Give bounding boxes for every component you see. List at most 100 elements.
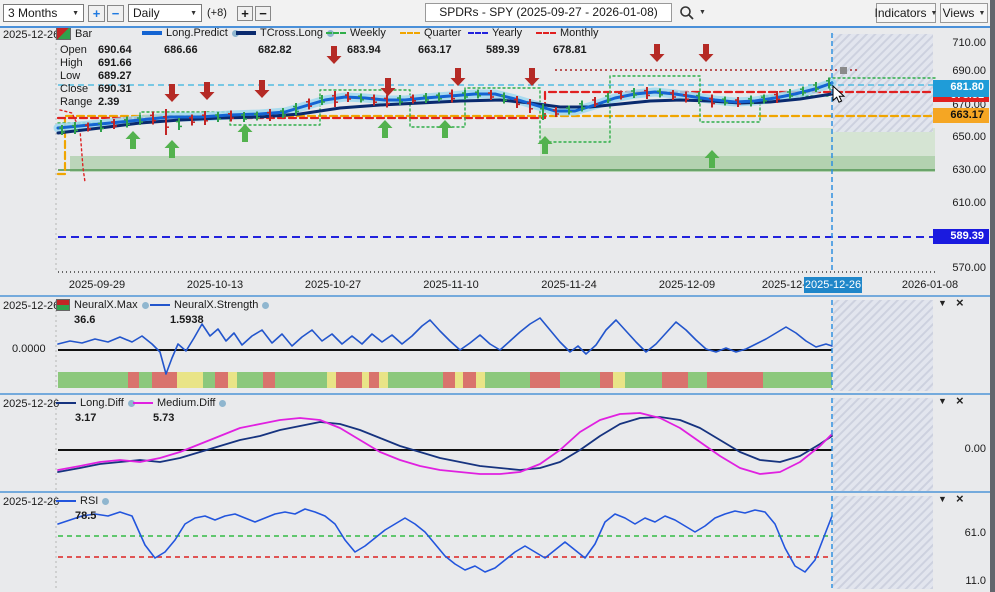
period-select-value: Daily: [133, 6, 160, 20]
x-axis-label: 2025-12-09: [658, 279, 716, 291]
legend-item-long-predict: Long.Predict: [142, 27, 239, 39]
y-axis-label: 690.00: [952, 65, 986, 77]
neuralx-strength-swatch-icon: [150, 304, 170, 306]
right-edge-scrollbar[interactable]: [990, 0, 995, 592]
chevron-down-icon: ▼: [72, 9, 79, 17]
panel2-close-button[interactable]: ×: [956, 295, 964, 310]
panel3-date-label: 2025-12-26: [3, 398, 60, 410]
rsi-swatch-icon: [56, 500, 76, 502]
legend-label: Monthly: [560, 27, 599, 39]
legend-item-monthly: Monthly: [536, 27, 599, 39]
legend-label: TCross.Long: [260, 27, 323, 39]
indicators-button-label: Indicators: [874, 6, 927, 20]
views-button[interactable]: Views ▼: [940, 3, 988, 23]
rsi-upper-label: 61.0: [964, 527, 986, 539]
rsi-lower-label: 11.0: [965, 575, 986, 587]
search-caret-icon[interactable]: ▼: [699, 9, 706, 16]
quarter-value: 663.17: [418, 44, 452, 56]
period-select[interactable]: Daily ▼: [128, 4, 202, 22]
panel4-date-label: 2025-12-26: [3, 496, 60, 508]
long-diff-value: 3.17: [75, 412, 97, 424]
legend-label: RSI: [80, 495, 99, 507]
legend-item-neuralx-strength: NeuralX.Strength: [150, 299, 270, 311]
x-axis-label: 2026-01-08: [901, 279, 959, 291]
legend-info-dot-icon[interactable]: [141, 301, 149, 309]
monthly-value: 678.81: [553, 44, 587, 56]
long-diff-swatch-icon: [56, 402, 76, 404]
symbol-title[interactable]: SPDRs - SPY (2025-09-27 - 2026-01-08): [425, 3, 672, 22]
search-icon[interactable]: [679, 5, 695, 21]
chevron-down-icon: ▼: [190, 9, 197, 17]
neuralx-strength-value: 1.5938: [170, 314, 204, 326]
yearly-swatch-icon: [468, 32, 488, 34]
legend-item-medium-diff: Medium.Diff: [133, 397, 227, 409]
panel-separator: [0, 491, 995, 493]
legend-item-rsi: RSI: [56, 495, 110, 507]
y-axis-label: 710.00: [952, 37, 986, 49]
panel4-collapse-button[interactable]: ▼: [938, 494, 947, 504]
neuralx-max-icon: [56, 299, 70, 311]
range-zoom-out-button[interactable]: −: [107, 5, 124, 22]
legend-label: Long.Diff: [80, 397, 124, 409]
ohlc-range-label: Range: [60, 96, 93, 108]
y-axis-label: 570.00: [952, 262, 986, 274]
legend-item-quarter: Quarter: [400, 27, 461, 39]
add-bars-button[interactable]: +: [237, 6, 253, 21]
current-price-badge: 681.80: [933, 80, 989, 97]
legend-label: Quarter: [424, 27, 462, 39]
weekly-value: 683.94: [347, 44, 381, 56]
ohlc-open-label: Open: [60, 44, 87, 56]
y-axis-label: 650.00: [952, 131, 986, 143]
monthly-swatch-icon: [536, 32, 556, 34]
panel3-collapse-button[interactable]: ▼: [938, 396, 947, 406]
ohlc-high-value: 691.66: [98, 57, 132, 69]
legend-item-neuralx-max: NeuralX.Max: [56, 299, 149, 311]
panel-separator: [0, 393, 995, 395]
ohlc-low-label: Low: [60, 70, 81, 82]
legend-item-long-diff: Long.Diff: [56, 397, 135, 409]
legend-info-dot-icon[interactable]: [127, 399, 135, 407]
legend-info-dot-icon[interactable]: [102, 497, 110, 505]
yearly-value: 589.39: [486, 44, 520, 56]
legend-item-yearly: Yearly: [468, 27, 522, 39]
neuralx-max-value: 36.6: [74, 314, 96, 326]
rsi-value: 78.5: [75, 510, 97, 522]
y-axis-label: 610.00: [952, 197, 986, 209]
legend-info-dot-icon[interactable]: [231, 29, 239, 37]
legend-label: Yearly: [492, 27, 523, 39]
ohlc-high-label: High: [60, 57, 83, 69]
panel3-zero-label: 0.00: [964, 443, 986, 455]
panel3-close-button[interactable]: ×: [956, 393, 964, 408]
panel2-date-label: 2025-12-26: [3, 300, 60, 312]
chevron-down-icon: ▼: [930, 9, 938, 17]
range-select[interactable]: 3 Months ▼: [3, 4, 84, 22]
tcross-value: 682.82: [258, 44, 292, 56]
y-axis-label: 630.00: [952, 164, 986, 176]
range-zoom-in-button[interactable]: +: [88, 5, 105, 22]
ohlc-range-value: 2.39: [98, 96, 120, 108]
legend-label: Medium.Diff: [157, 397, 216, 409]
indicators-button[interactable]: Indicators ▼: [874, 3, 938, 23]
ohlc-open-value: 690.64: [98, 44, 132, 56]
legend-info-dot-icon[interactable]: [262, 301, 270, 309]
medium-diff-value: 5.73: [153, 412, 175, 424]
x-axis-label: 2025-11-24: [541, 279, 597, 291]
main-date-label: 2025-12-26: [3, 29, 60, 41]
legend-item-weekly: Weekly: [326, 27, 386, 39]
panel2-zero-label: 0.0000: [12, 343, 46, 355]
long-predict-swatch-icon: [142, 31, 162, 35]
legend-item-bar: Bar: [56, 27, 92, 40]
long-predict-value: 686.66: [164, 44, 198, 56]
legend-info-dot-icon[interactable]: [219, 399, 227, 407]
views-button-label: Views: [942, 6, 975, 20]
panel2-collapse-button[interactable]: ▼: [938, 298, 947, 308]
quarter-swatch-icon: [400, 32, 420, 34]
ohlc-readout: Open 690.64 High 691.66 Low 689.27 Close 690…: [60, 44, 132, 109]
panel4-close-button[interactable]: ×: [956, 491, 964, 506]
legend-label: NeuralX.Max: [74, 299, 138, 311]
bar-count-hint: (+8): [207, 7, 227, 19]
remove-bars-button[interactable]: −: [255, 6, 271, 21]
ohlc-close-value: 690.31: [98, 83, 132, 95]
